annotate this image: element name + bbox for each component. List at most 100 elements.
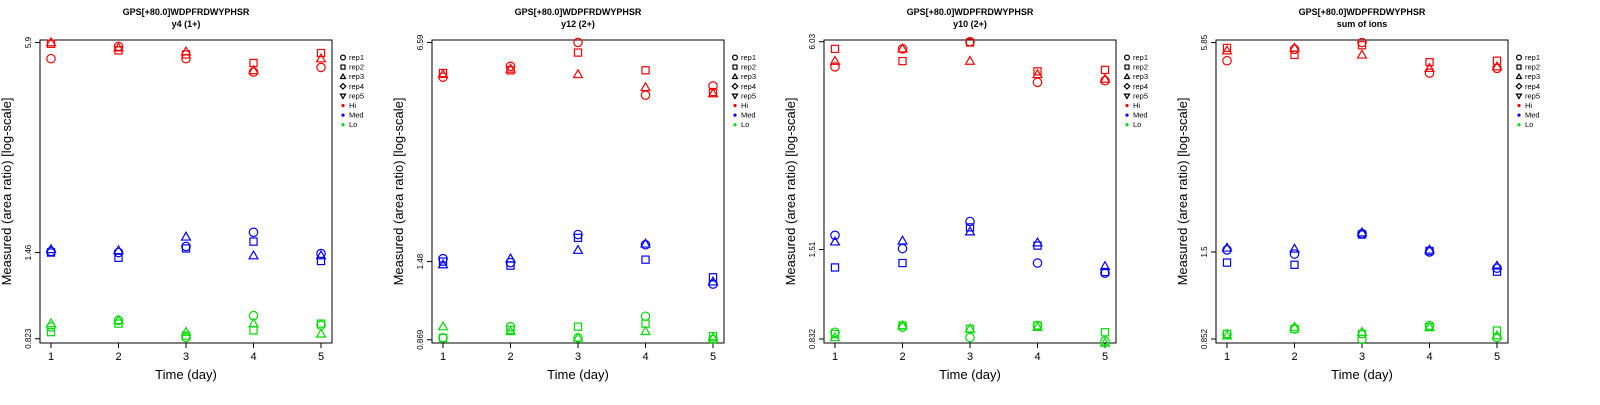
point-med-rep3 bbox=[1491, 260, 1503, 270]
point-med-rep3 bbox=[964, 225, 976, 236]
point-hi-rep3 bbox=[707, 87, 719, 98]
point-lo-rep2 bbox=[1492, 326, 1502, 335]
y-tick-label: 1.5 bbox=[1200, 246, 1209, 258]
point-hi-rep3 bbox=[829, 55, 841, 65]
x-tick-label: 4 bbox=[642, 351, 648, 363]
x-tick-label: 4 bbox=[1034, 351, 1040, 363]
y-tick-label: 6.59 bbox=[416, 34, 425, 50]
legend-label-rep5: rep5 bbox=[1525, 91, 1540, 100]
legend-label-hi: Hi bbox=[1133, 101, 1140, 110]
legend-label-med: Med bbox=[349, 111, 364, 120]
point-hi-rep1 bbox=[181, 53, 191, 64]
point-med-rep2 bbox=[1100, 267, 1110, 277]
point-med-rep1 bbox=[248, 227, 259, 238]
point-hi-rep2 bbox=[641, 66, 650, 75]
legend-label-med: Med bbox=[741, 111, 756, 120]
panel-title: GPS[+80.0]WDPFRDWYPHSR bbox=[123, 7, 250, 17]
legend-marker-rep3 bbox=[1515, 72, 1523, 80]
point-med-rep1 bbox=[181, 241, 191, 252]
point-med-rep3 bbox=[1032, 236, 1043, 247]
point-hi-rep2 bbox=[898, 56, 907, 66]
point-hi-rep3 bbox=[45, 36, 57, 47]
panel-subtitle: y10 (2+) bbox=[953, 19, 987, 29]
point-med-rep2 bbox=[249, 237, 258, 246]
point-hi-rep1 bbox=[316, 62, 326, 73]
legend-marker-rep5 bbox=[1515, 93, 1523, 100]
point-lo-rep2 bbox=[573, 322, 583, 331]
x-axis-label: Time (day) bbox=[1331, 367, 1393, 382]
legend-marker-rep2 bbox=[1516, 64, 1522, 70]
point-med-rep1 bbox=[965, 216, 975, 227]
legend-marker-hi bbox=[341, 103, 345, 108]
point-hi-rep2 bbox=[573, 48, 583, 57]
point-med-rep3 bbox=[897, 235, 908, 245]
legend-marker-rep3 bbox=[339, 72, 347, 80]
plot-frame bbox=[431, 39, 725, 344]
point-med-rep3 bbox=[45, 243, 57, 254]
point-lo-rep3 bbox=[707, 332, 719, 342]
legend-label-med: Med bbox=[1525, 111, 1540, 120]
panel-subtitle: sum of ions bbox=[1337, 19, 1388, 29]
x-tick-label: 2 bbox=[507, 351, 513, 363]
point-med-rep2 bbox=[1492, 267, 1502, 276]
point-lo-rep1 bbox=[1032, 320, 1043, 331]
legend-marker-rep5 bbox=[731, 93, 739, 100]
point-lo-rep3 bbox=[437, 320, 449, 331]
y-axis-label: Measured (area ratio) [log-scale] bbox=[1175, 98, 1190, 286]
legend-label-lo: Lo bbox=[1525, 120, 1533, 129]
y-tick-label: 0.869 bbox=[416, 329, 425, 350]
point-lo-rep3 bbox=[180, 326, 192, 336]
point-med-rep2 bbox=[708, 273, 718, 282]
x-axis-label: Time (day) bbox=[939, 367, 1001, 382]
point-lo-rep2 bbox=[46, 327, 56, 337]
point-med-rep3 bbox=[1221, 242, 1233, 252]
legend-label-hi: Hi bbox=[741, 101, 748, 110]
point-hi-rep3 bbox=[248, 64, 259, 75]
point-hi-rep3 bbox=[315, 52, 327, 63]
legend-marker-lo bbox=[341, 123, 345, 127]
point-med-rep1 bbox=[1032, 258, 1043, 268]
y-axis-label: Measured (area ratio) [log-scale] bbox=[0, 98, 14, 286]
legend-label-rep3: rep3 bbox=[741, 72, 756, 81]
legend-marker-med bbox=[733, 113, 737, 117]
legend-label-rep2: rep2 bbox=[1133, 63, 1148, 72]
legend-label-rep5: rep5 bbox=[349, 91, 364, 100]
y-axis-label: Measured (area ratio) [log-scale] bbox=[783, 98, 798, 286]
point-hi-rep3 bbox=[1424, 62, 1435, 73]
point-hi-rep3 bbox=[180, 45, 192, 56]
point-hi-rep3 bbox=[1221, 44, 1233, 55]
legend-label-lo: Lo bbox=[1133, 120, 1141, 129]
point-hi-rep2 bbox=[1100, 65, 1110, 75]
point-med-rep3 bbox=[1099, 260, 1111, 271]
legend-label-rep1: rep1 bbox=[1525, 53, 1540, 62]
x-tick-label: 5 bbox=[1102, 351, 1108, 363]
point-med-rep2 bbox=[573, 233, 583, 243]
legend-marker-hi bbox=[1125, 103, 1129, 108]
legend-marker-hi bbox=[1517, 103, 1521, 108]
panel-subtitle: y4 (1+) bbox=[172, 19, 201, 29]
legend-label-rep4: rep4 bbox=[349, 82, 364, 91]
point-hi-rep1 bbox=[1424, 68, 1435, 78]
point-lo-rep3 bbox=[113, 314, 124, 325]
y-tick-label: 0.832 bbox=[808, 328, 817, 349]
y-tick-label: 5.9 bbox=[24, 36, 33, 48]
point-lo-rep1 bbox=[181, 332, 191, 343]
point-med-rep2 bbox=[1222, 258, 1232, 267]
point-lo-rep3 bbox=[248, 317, 259, 328]
point-med-rep1 bbox=[505, 257, 516, 268]
point-med-rep3 bbox=[572, 244, 584, 254]
point-lo-rep3 bbox=[1491, 329, 1503, 340]
point-med-rep1 bbox=[1222, 245, 1232, 255]
point-hi-rep1 bbox=[248, 67, 259, 77]
legend-label-lo: Lo bbox=[349, 120, 357, 129]
point-lo-rep3 bbox=[897, 319, 908, 330]
point-hi-rep3 bbox=[1032, 68, 1043, 79]
legend-label-rep5: rep5 bbox=[741, 91, 756, 100]
point-lo-rep3 bbox=[1032, 321, 1043, 331]
panel-1: GPS[+80.0]WDPFRDWYPHSR y4 (1+) 1 2 3 4 5 0.823 1… bbox=[0, 7, 364, 382]
point-lo-rep1 bbox=[640, 311, 651, 322]
point-lo-rep3 bbox=[1099, 337, 1111, 347]
point-lo-rep3 bbox=[315, 328, 327, 338]
panel-subtitle: y12 (2+) bbox=[561, 19, 595, 29]
legend-label-hi: Hi bbox=[349, 101, 356, 110]
